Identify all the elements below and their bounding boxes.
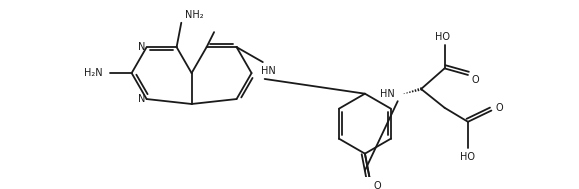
Text: HN: HN [380, 89, 395, 99]
Text: N: N [138, 42, 146, 52]
Text: HO: HO [460, 152, 475, 162]
Text: HO: HO [435, 33, 450, 43]
Text: N: N [138, 94, 146, 104]
Text: NH₂: NH₂ [185, 10, 204, 20]
Text: O: O [472, 75, 479, 85]
Text: HN: HN [261, 67, 276, 77]
Text: O: O [373, 180, 381, 189]
Text: H₂N: H₂N [84, 68, 102, 78]
Text: O: O [495, 103, 503, 113]
